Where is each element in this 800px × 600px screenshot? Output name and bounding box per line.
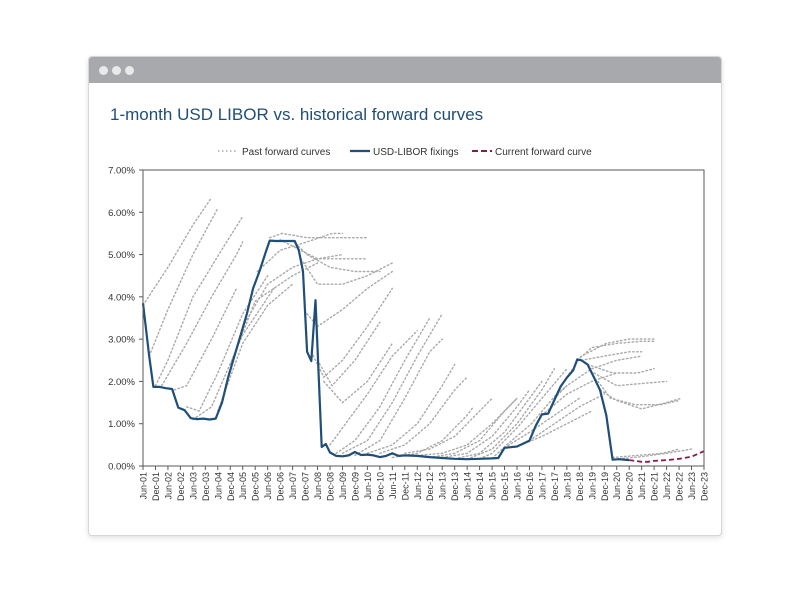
browser-window: 1-month USD LIBOR vs. historical forward…: [88, 56, 722, 536]
window-control-dot[interactable]: [112, 66, 121, 75]
window-control-dot[interactable]: [99, 66, 108, 75]
window-titlebar: [89, 57, 721, 83]
window-control-dot[interactable]: [125, 66, 134, 75]
chart-title: 1-month USD LIBOR vs. historical forward…: [110, 105, 484, 124]
